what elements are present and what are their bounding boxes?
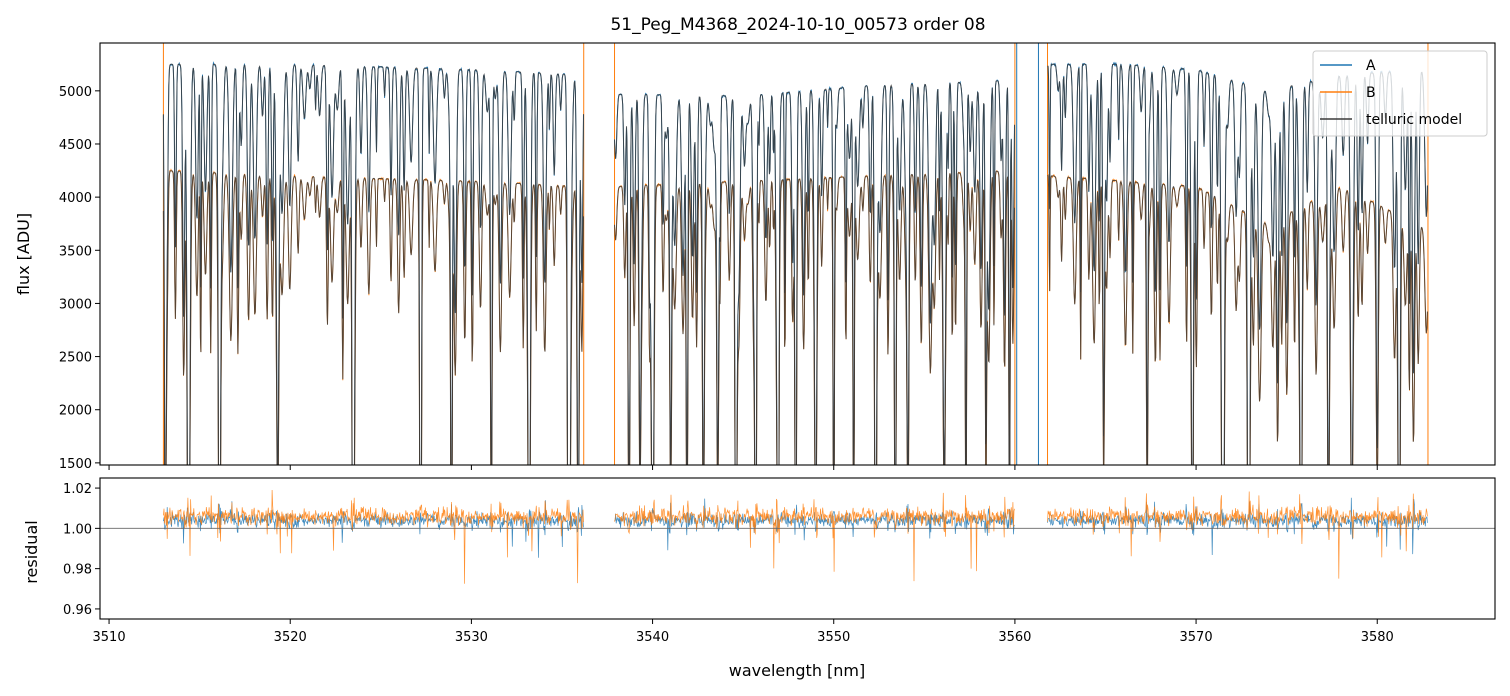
top-ytick-label-3500: 3500	[59, 244, 92, 259]
bottom-y-ticks: 0.96 0.98 1.00 1.02	[63, 482, 100, 618]
top-y-ticks: 1500 2000 2500 3000 3500 4000 4500 5000	[59, 85, 100, 472]
bottom-xtick-label-3530: 3530	[455, 630, 488, 645]
series-b-residual-line	[163, 489, 1428, 584]
bottom-ytick-label-3: 1.02	[63, 482, 92, 497]
legend-box	[1312, 50, 1488, 137]
legend-label-b: B	[1366, 85, 1376, 101]
top-ytick-label-4000: 4000	[59, 191, 92, 206]
top-ytick-label-4500: 4500	[59, 138, 92, 153]
top-ytick-label-1500: 1500	[59, 457, 92, 472]
top-ytick-label-2500: 2500	[59, 351, 92, 366]
bottom-xtick-label-3560: 3560	[998, 630, 1031, 645]
top-x-ticks	[108, 465, 1378, 470]
bottom-xtick-label-3550: 3550	[817, 630, 850, 645]
bottom-panel: 0.96 0.98 1.00 1.02 3510 3520 3530 3540 3550 356…	[22, 477, 1496, 680]
top-axes-frame	[99, 42, 1496, 466]
bottom-y-axis-label: residual	[22, 520, 41, 583]
bottom-xtick-label-3540: 3540	[636, 630, 669, 645]
top-panel: 1500 2000 2500 3000 3500 4000 4500 5000 flux [A…	[14, 42, 1496, 472]
top-ytick-label-5000: 5000	[59, 85, 92, 100]
bottom-x-ticks: 3510 3520 3530 3540 3550 3560 3570 3580	[93, 619, 1394, 645]
legend-label-telluric: telluric model	[1366, 112, 1462, 128]
top-ytick-label-2000: 2000	[59, 404, 92, 419]
bottom-ytick-label-0: 0.96	[63, 603, 92, 618]
legend: A B telluric model	[1312, 50, 1488, 137]
chart-title: 51_Peg_M4368_2024-10-10_00573 order 08	[610, 15, 985, 35]
top-ytick-label-3000: 3000	[59, 297, 92, 312]
bottom-ytick-label-2: 1.00	[63, 522, 92, 537]
legend-label-a: A	[1366, 58, 1376, 74]
bottom-xtick-label-3580: 3580	[1361, 630, 1394, 645]
bottom-xtick-label-3520: 3520	[274, 630, 307, 645]
bottom-xtick-label-3570: 3570	[1180, 630, 1213, 645]
bottom-ytick-label-1: 0.98	[63, 563, 92, 578]
telluric-model-line-b	[162, 170, 1428, 465]
x-axis-label: wavelength [nm]	[729, 661, 866, 680]
bottom-axes-frame	[99, 477, 1496, 620]
bottom-xtick-label-3510: 3510	[93, 630, 126, 645]
bottom-plot-area	[100, 478, 1495, 619]
top-y-axis-label: flux [ADU]	[14, 213, 33, 295]
